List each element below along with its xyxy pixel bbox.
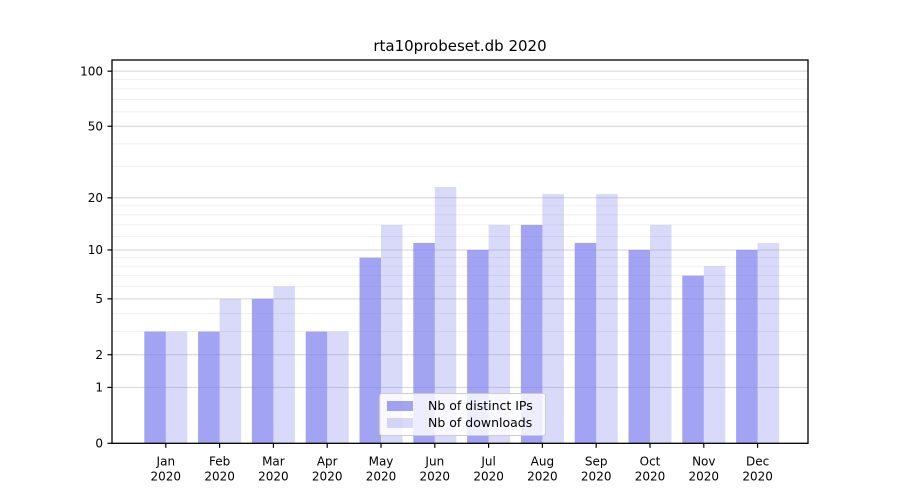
x-tick-label-year: 2020 <box>527 469 558 483</box>
x-tick-label-month: Nov <box>692 454 715 468</box>
legend-item-downloads: Nb of downloads <box>387 415 537 431</box>
x-tick-label-month: Sep <box>585 454 608 468</box>
x-tick-label-month: Jan <box>156 454 176 468</box>
grid-layer <box>112 70 808 388</box>
plot-border <box>111 59 809 444</box>
bar-downloads-nov <box>703 266 726 444</box>
legend-swatch-downloads <box>387 417 413 428</box>
bar-ips-apr <box>305 331 328 444</box>
bar-ips-nov <box>682 275 704 444</box>
y-tick-label: 100 <box>80 64 103 78</box>
x-tick-label-month: Jul <box>480 454 495 468</box>
x-tick-label-month: Feb <box>209 454 230 468</box>
legend-label-distinct-ips: Nb of distinct IPs <box>428 398 533 414</box>
legend-swatch-distinct-ips <box>387 401 413 412</box>
x-tick-label-year: 2020 <box>312 469 343 483</box>
y-tick-label: 1 <box>95 381 103 395</box>
x-tick-label-year: 2020 <box>204 469 235 483</box>
bar-ips-aug <box>520 224 543 444</box>
chart-title: rta10probeset.db 2020 <box>373 37 546 55</box>
y-tick-label: 10 <box>88 243 103 257</box>
bar-ips-mar <box>251 298 274 444</box>
x-tick-label-year: 2020 <box>258 469 289 483</box>
legend-item-distinct-ips: Nb of distinct IPs <box>387 398 537 414</box>
bar-downloads-jun <box>434 187 457 444</box>
axes-layer: 0125102050100Jan2020Feb2020Mar2020Apr202… <box>80 59 809 483</box>
x-tick-label-year: 2020 <box>420 469 451 483</box>
x-tick-label-year: 2020 <box>635 469 666 483</box>
bar-downloads-jan <box>165 331 188 444</box>
x-tick-label-month: Dec <box>746 454 769 468</box>
bar-ips-dec <box>736 249 758 444</box>
x-tick-label-month: Oct <box>640 454 661 468</box>
x-tick-label-month: Aug <box>531 454 554 468</box>
bar-downloads-oct <box>650 224 672 444</box>
bar-ips-jan <box>144 331 166 444</box>
bar-downloads-may <box>381 224 403 444</box>
legend-label-downloads: Nb of downloads <box>428 414 533 430</box>
x-tick-label-month: Apr <box>317 454 338 468</box>
x-tick-label-year: 2020 <box>689 469 720 483</box>
bar-downloads-mar <box>273 286 295 444</box>
x-tick-label-month: Jun <box>424 454 444 468</box>
y-tick-label: 20 <box>88 191 103 205</box>
bar-downloads-jul <box>488 224 511 444</box>
x-tick-label-year: 2020 <box>151 469 182 483</box>
bar-downloads-dec <box>757 242 780 444</box>
bar-ips-oct <box>628 249 650 444</box>
x-tick-label-year: 2020 <box>581 469 612 483</box>
bar-ips-feb <box>198 331 220 444</box>
legend: Nb of distinct IPs Nb of downloads <box>379 393 546 436</box>
x-tick-label-month: Mar <box>262 454 285 468</box>
bar-downloads-aug <box>542 194 564 444</box>
bar-ips-may <box>359 257 381 444</box>
x-tick-label-year: 2020 <box>742 469 773 483</box>
x-tick-label-year: 2020 <box>366 469 397 483</box>
x-tick-label-year: 2020 <box>473 469 504 483</box>
y-tick-label: 0 <box>95 437 103 451</box>
bars-layer <box>144 187 780 444</box>
y-tick-label: 5 <box>95 292 103 306</box>
bar-ips-sep <box>574 242 597 444</box>
x-tick-label-month: May <box>369 454 394 468</box>
y-tick-label: 50 <box>88 119 103 133</box>
bar-downloads-feb <box>219 298 242 444</box>
bar-downloads-sep <box>596 194 618 444</box>
bar-downloads-apr <box>327 331 349 444</box>
y-tick-label: 2 <box>95 348 103 362</box>
